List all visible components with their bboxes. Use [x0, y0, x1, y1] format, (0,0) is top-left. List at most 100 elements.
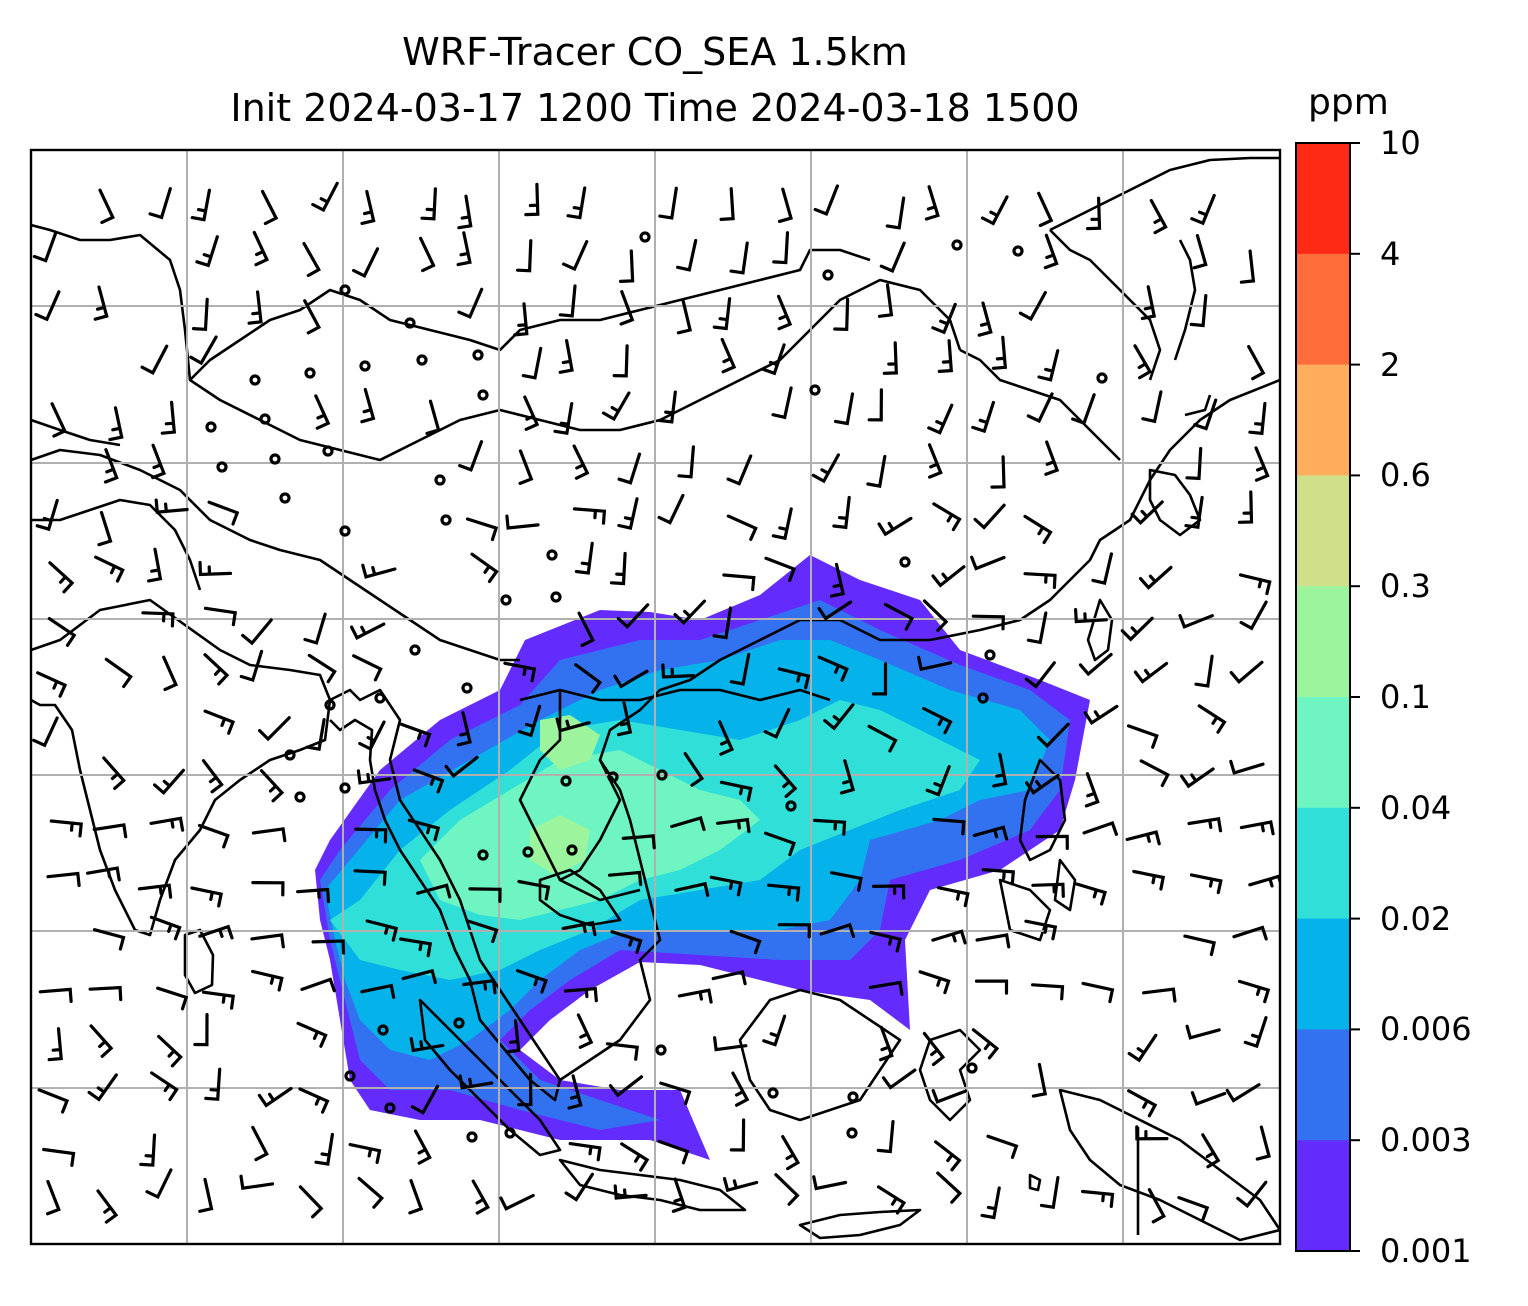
wind-barb: [50, 402, 67, 438]
wind-barb: [1190, 193, 1216, 226]
wind-barb: [399, 937, 433, 958]
calm-wind-marker: [377, 1024, 389, 1036]
wind-barb: [35, 498, 59, 532]
wind-barb: [617, 452, 642, 485]
wind-barb: [617, 497, 639, 531]
wind-barb: [713, 1036, 748, 1052]
wind-barb: [934, 1140, 962, 1172]
wind-barb: [94, 555, 125, 583]
wind-barb: [456, 231, 472, 267]
wind-barb: [777, 187, 793, 223]
wind-barb: [154, 498, 189, 514]
wind-barb: [517, 1072, 533, 1107]
wind-barb: [876, 1120, 895, 1154]
wind-barb: [658, 186, 678, 220]
wind-barb: [49, 819, 83, 838]
wind-barb: [1232, 925, 1268, 941]
wind-barb: [761, 343, 786, 376]
wind-barb: [924, 185, 940, 221]
wind-barb: [1247, 345, 1266, 381]
wind-barb: [352, 247, 380, 278]
calm-wind-marker: [550, 591, 562, 603]
wind-barb: [251, 969, 284, 992]
wind-barb: [399, 722, 432, 748]
wind-barb: [201, 990, 235, 1010]
colorbar-tick-label: 0.006: [1380, 1010, 1472, 1049]
wind-barb: [46, 1179, 61, 1216]
wind-barb: [1026, 611, 1048, 645]
calm-wind-marker: [822, 269, 834, 281]
wind-barb: [1140, 285, 1157, 321]
calm-wind-marker: [639, 231, 651, 243]
wind-barb: [562, 240, 589, 272]
wind-barb: [1147, 1188, 1166, 1224]
wind-barb: [823, 703, 855, 731]
wind-barb: [458, 440, 484, 472]
wind-barb: [564, 1172, 594, 1202]
co-tracer-plume: [315, 555, 1090, 1160]
wind-barb: [93, 285, 109, 321]
wind-barb: [156, 986, 189, 1011]
wind-barb: [1237, 490, 1254, 524]
calm-wind-marker: [409, 644, 421, 656]
wind-barb: [1127, 1033, 1158, 1063]
wind-barb: [1039, 1176, 1060, 1210]
wind-barb: [613, 1184, 648, 1200]
wind-barb: [314, 394, 331, 430]
wind-barb: [1132, 869, 1166, 891]
wind-barb: [609, 551, 627, 586]
wind-barb: [36, 671, 68, 698]
wind-barb: [89, 1024, 114, 1058]
wind-barb: [160, 400, 177, 435]
calm-wind-marker: [846, 1127, 858, 1139]
wind-barb: [1044, 440, 1060, 476]
wind-barb: [1248, 874, 1280, 888]
wind-barb: [1239, 600, 1268, 631]
wind-barb: [1237, 979, 1271, 1004]
calm-wind-marker: [404, 317, 416, 329]
calm-wind-marker: [279, 492, 291, 504]
wind-barb: [731, 1071, 750, 1107]
wind-barb: [991, 335, 1008, 370]
wind-barb: [260, 189, 279, 226]
wind-barb: [195, 235, 219, 268]
wind-barb: [1135, 1125, 1169, 1141]
wind-barb: [673, 599, 706, 626]
plume-layer-0.1: [540, 715, 600, 770]
map-panel: [31, 150, 1280, 1244]
wind-barb: [145, 1168, 173, 1200]
wind-barb: [867, 388, 883, 422]
wind-barb: [157, 1034, 183, 1068]
wind-barb: [577, 611, 595, 647]
calm-wind-marker: [607, 771, 619, 783]
wind-barb: [771, 507, 793, 541]
wind-barb: [524, 182, 540, 217]
wind-barb: [936, 886, 970, 908]
wind-barb: [576, 1013, 594, 1049]
wind-barb: [503, 661, 537, 683]
wind-barb: [832, 495, 851, 530]
wind-barb: [720, 337, 737, 374]
calm-wind-marker: [566, 844, 578, 856]
wind-barb: [1078, 652, 1113, 677]
wind-barb: [871, 662, 888, 696]
wind-barb: [42, 1147, 76, 1167]
wind-barb: [360, 983, 396, 999]
wind-barb: [410, 1084, 440, 1115]
calm-wind-marker: [374, 692, 386, 704]
wind-barb: [311, 939, 346, 955]
colorbar-segment: [1296, 364, 1350, 476]
wind-barb: [303, 299, 322, 335]
wind-barb: [762, 1014, 787, 1047]
wind-barb: [1018, 291, 1047, 322]
wind-barb: [1239, 820, 1275, 836]
colorbar-segment: [1296, 586, 1350, 698]
calm-wind-marker: [656, 769, 668, 781]
wind-barb: [1133, 661, 1169, 684]
wind-barb: [149, 816, 185, 832]
wind-barb: [247, 290, 263, 325]
wind-barb: [866, 454, 887, 488]
wind-barb: [47, 617, 77, 647]
calm-wind-marker: [339, 525, 351, 537]
wind-barb: [457, 194, 473, 230]
